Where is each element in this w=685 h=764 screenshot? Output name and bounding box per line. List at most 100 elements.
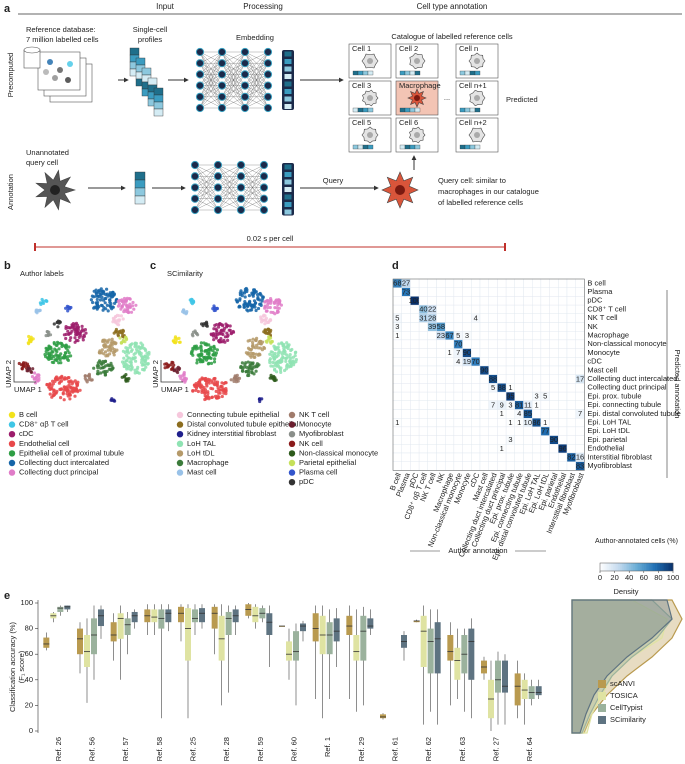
- heatmap-cell-empty: [540, 331, 550, 341]
- umap-point: [27, 334, 31, 339]
- heatmap-cell-empty: [462, 313, 472, 323]
- umap-point: [269, 301, 273, 305]
- colorbar-step: [656, 563, 659, 571]
- heatmap-cell-empty: [401, 452, 411, 462]
- colorbar-step: [671, 563, 674, 571]
- heatmap-cell-empty: [532, 296, 542, 306]
- heatmap-cell-empty: [392, 383, 402, 393]
- colorbar-step: [658, 563, 661, 571]
- cell-profile: [399, 107, 406, 113]
- heatmap-cell-empty: [558, 339, 568, 349]
- heatmap-cell-empty: [418, 426, 429, 436]
- umap-point: [130, 342, 134, 346]
- nn-node: [263, 92, 273, 101]
- umap-point: [125, 363, 129, 367]
- umap-point: [92, 289, 96, 293]
- y-tick-label: 20: [25, 700, 33, 709]
- heatmap-cell-empty: [401, 331, 411, 341]
- box: [57, 606, 64, 612]
- cell-value: 28: [428, 313, 436, 322]
- cell-profile: [464, 70, 471, 76]
- catalogue-label: Cell 2: [399, 44, 418, 53]
- umap-point: [94, 292, 98, 296]
- heatmap-cell-empty: [549, 400, 559, 410]
- heatmap-cell-empty: [558, 287, 568, 297]
- heatmap-cell-empty: [566, 278, 576, 288]
- database-dot: [65, 77, 71, 83]
- nn-node: [263, 81, 273, 90]
- heatmap-cell-empty: [532, 331, 542, 341]
- heatmap-cell-empty: [497, 348, 507, 358]
- umap-point: [58, 341, 63, 345]
- heatmap-cell-empty: [471, 461, 481, 471]
- heatmap-cell-empty: [436, 365, 446, 375]
- heatmap-cell-empty: [514, 365, 524, 375]
- x-tick-label: Ref. 59: [256, 737, 265, 761]
- heatmap-cell-empty: [514, 383, 524, 393]
- heatmap-cell-empty: [558, 374, 568, 384]
- box: [300, 623, 306, 632]
- umap-point: [263, 330, 267, 335]
- umap-point: [67, 376, 71, 380]
- profile-cell: [153, 94, 164, 103]
- nn-node: [195, 70, 205, 79]
- legend-swatch: [288, 431, 296, 438]
- heatmap-cell-empty: [427, 391, 437, 402]
- nn-node: [236, 194, 246, 203]
- umap-point: [196, 353, 200, 357]
- heatmap-cell-empty: [462, 461, 472, 471]
- row-label: Epi. LoH TAL: [587, 418, 631, 427]
- umap-point: [96, 294, 100, 298]
- box: [117, 613, 124, 639]
- umap-point: [259, 302, 263, 306]
- heatmap-cell-empty: [445, 357, 455, 367]
- umap-point: [216, 386, 220, 390]
- axis-label: UMAP 2: [151, 360, 160, 388]
- heatmap-cell-empty: [497, 357, 507, 367]
- cell-profile: [474, 107, 481, 113]
- umap-point: [95, 297, 99, 302]
- heatmap-cell-empty: [540, 322, 550, 332]
- umap-point: [119, 307, 123, 311]
- heatmap-cell-empty: [505, 444, 516, 454]
- cell-value: 81: [515, 400, 523, 409]
- umap-point: [61, 391, 65, 395]
- heatmap-cell-empty: [514, 278, 524, 288]
- heatmap-cell-empty: [540, 400, 550, 410]
- umap-point: [120, 298, 124, 302]
- heatmap-cell-empty: [436, 287, 446, 297]
- heatmap-cell-empty: [540, 313, 550, 323]
- umap-point: [234, 380, 238, 384]
- umap-point: [198, 357, 202, 361]
- heatmap-cell-empty: [558, 348, 568, 358]
- legend-label: Kidney interstitial fibroblast: [187, 429, 277, 438]
- umap-point: [203, 397, 207, 402]
- heatmap-cell-empty: [427, 409, 437, 419]
- umap-point: [250, 371, 254, 375]
- colorbar-step: [600, 563, 603, 571]
- nn-node: [190, 172, 200, 181]
- box: [333, 618, 340, 642]
- x-tick-label: Ref. 26: [54, 737, 63, 761]
- umap-point: [203, 356, 207, 360]
- umap-point: [51, 382, 56, 386]
- heatmap-cell-empty: [436, 418, 446, 428]
- heatmap-cell-empty: [540, 365, 550, 375]
- umap-point: [59, 387, 63, 392]
- nn-edge: [199, 74, 223, 109]
- heatmap-cell-empty: [497, 296, 507, 306]
- colorbar-step: [641, 563, 645, 571]
- heatmap-cell-empty: [575, 287, 585, 297]
- cell-profile: [469, 70, 476, 76]
- umap-point: [68, 307, 72, 311]
- profile-cell: [153, 108, 164, 117]
- umap-point: [215, 348, 219, 352]
- cell-profile: [404, 144, 411, 150]
- axis-label: UMAP 1: [161, 385, 189, 394]
- box: [77, 628, 83, 655]
- umap-point: [59, 379, 64, 383]
- umap-point: [105, 339, 109, 343]
- umap-point: [48, 392, 52, 396]
- umap-point: [114, 321, 118, 325]
- label: Unannotated: [26, 148, 69, 157]
